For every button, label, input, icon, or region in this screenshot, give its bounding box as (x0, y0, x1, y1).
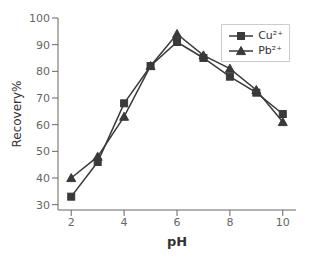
svg-text:50: 50 (36, 145, 50, 158)
svg-text:4: 4 (121, 216, 128, 229)
svg-text:10: 10 (276, 216, 290, 229)
svg-text:40: 40 (36, 172, 50, 185)
svg-text:100: 100 (29, 12, 50, 25)
svg-text:pH: pH (167, 234, 187, 249)
html-text:Cu²⁺: Cu²⁺ (258, 29, 283, 42)
svg-text:6: 6 (174, 216, 181, 229)
svg-text:Recovery%: Recovery% (10, 80, 24, 147)
html-text:Pb²⁺: Pb²⁺ (258, 44, 282, 57)
svg-text:70: 70 (36, 92, 50, 105)
svg-text:80: 80 (36, 65, 50, 78)
svg-text:30: 30 (36, 199, 50, 212)
svg-text:8: 8 (226, 216, 233, 229)
svg-text:60: 60 (36, 119, 50, 132)
svg-text:90: 90 (36, 39, 50, 52)
svg-text:2: 2 (68, 216, 75, 229)
